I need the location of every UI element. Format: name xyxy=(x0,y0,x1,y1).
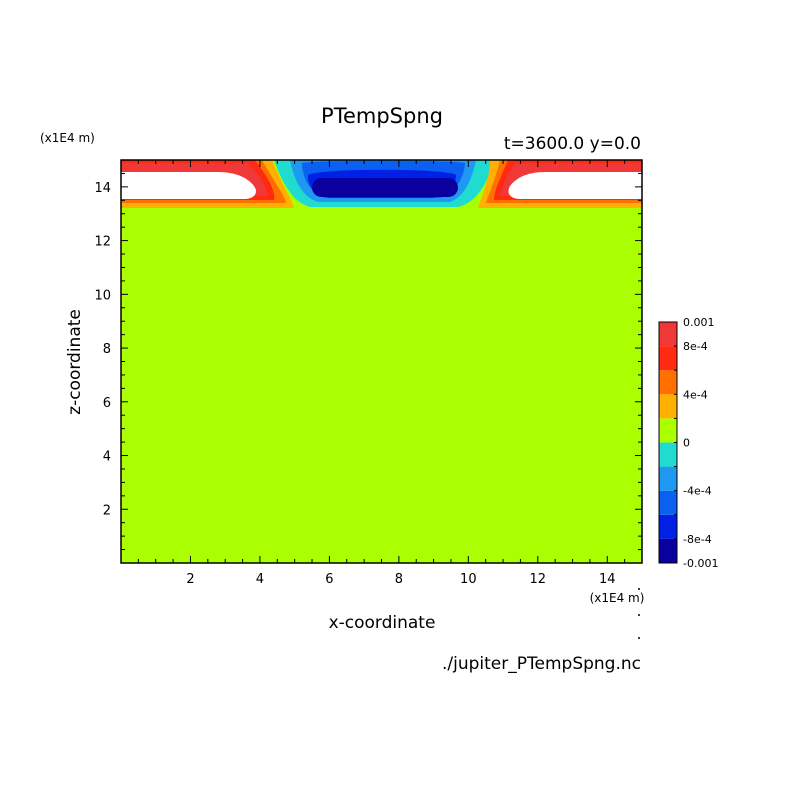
colorbar-segment xyxy=(659,394,677,419)
x-tick-label: 6 xyxy=(325,572,333,587)
contour-background xyxy=(121,160,642,563)
colorbar: 0.001 8e-4 4e-4 0 -4e-4 -8e-4 -0.001 xyxy=(658,316,718,570)
chart-subtitle: t=3600.0 y=0.0 xyxy=(504,134,641,154)
decorative-dot xyxy=(638,614,640,616)
colorbar-segment xyxy=(659,538,677,563)
x-tick-label: 4 xyxy=(256,572,264,587)
colorbar-tick-label: -8e-4 xyxy=(683,533,712,546)
positive-anomaly-left xyxy=(121,160,294,208)
positive-anomaly-right xyxy=(478,160,642,208)
colorbar-segment xyxy=(659,514,677,539)
colorbar-segment xyxy=(659,322,677,347)
x-tick-label: 8 xyxy=(395,572,403,587)
decorative-dot xyxy=(638,637,640,639)
y-tick-label: 8 xyxy=(103,342,111,357)
plot-area xyxy=(121,160,642,563)
x-tick-label: 10 xyxy=(460,572,477,587)
unshaded-region-left xyxy=(121,172,256,199)
y-axis-title: z-coordinate xyxy=(65,309,85,415)
colorbar-segment xyxy=(659,370,677,395)
chart-title: PTempSpng xyxy=(321,104,443,128)
colorbar-segment xyxy=(659,442,677,467)
negative-anomaly-center xyxy=(274,160,494,207)
y-axis: 2 4 6 8 10 12 14 xyxy=(94,172,642,551)
colorbar-tick-label: 0 xyxy=(683,437,690,450)
decorative-dot xyxy=(638,588,640,590)
x-tick-label: 2 xyxy=(186,572,194,587)
colorbar-segment xyxy=(659,490,677,515)
x-axis-title: x-coordinate xyxy=(329,613,436,633)
y-tick-label: 12 xyxy=(94,235,111,250)
unshaded-region-right xyxy=(508,172,642,199)
colorbar-tick-label: 8e-4 xyxy=(683,340,708,353)
colorbar-tick-label: 4e-4 xyxy=(683,388,708,401)
colorbar-segment xyxy=(659,466,677,491)
y-tick-label: 10 xyxy=(94,288,111,303)
x-unit-label: (x1E4 m) xyxy=(590,591,645,605)
x-tick-label: 12 xyxy=(530,572,547,587)
y-tick-label: 4 xyxy=(103,450,111,465)
x-tick-label: 14 xyxy=(599,572,616,587)
colorbar-tick-label: -0.001 xyxy=(683,557,718,570)
y-tick-label: 14 xyxy=(94,181,111,196)
y-unit-label: (x1E4 m) xyxy=(40,131,95,145)
colorbar-tick-label: 0.001 xyxy=(683,316,715,329)
y-tick-label: 2 xyxy=(103,503,111,518)
footer-filename: ./jupiter_PTempSpng.nc xyxy=(442,654,641,674)
contour-band-neg-5 xyxy=(312,178,458,197)
colorbar-segment xyxy=(659,346,677,371)
y-tick-label: 6 xyxy=(103,396,111,411)
colorbar-tick-label: -4e-4 xyxy=(683,485,712,498)
colorbar-segment xyxy=(659,418,677,443)
x-axis: 2 4 6 8 10 12 14 xyxy=(137,160,626,587)
